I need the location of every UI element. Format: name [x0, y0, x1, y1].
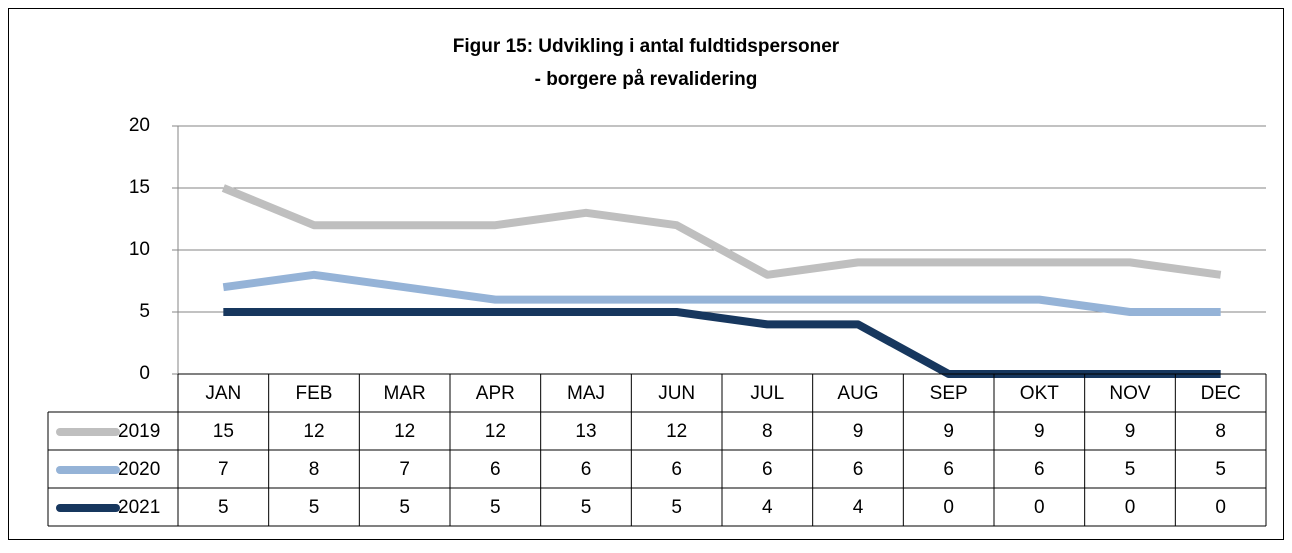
table-cell: 5: [671, 497, 682, 518]
table-cell: 5: [490, 497, 501, 518]
table-cell: 0: [943, 497, 954, 518]
y-tick-label: 15: [129, 177, 150, 198]
table-cell: 6: [490, 459, 501, 480]
table-cell: 6: [762, 459, 773, 480]
x-tick-label: MAR: [384, 383, 426, 404]
table-cell: 9: [1034, 421, 1045, 442]
series-line: [222, 270, 1221, 316]
chart-border: [8, 8, 1284, 540]
x-tick-label: OKT: [1020, 383, 1059, 404]
table-cell: 13: [575, 421, 596, 442]
table-cell: 15: [213, 421, 234, 442]
table-cell: 7: [399, 459, 410, 480]
table-cell: 0: [1215, 497, 1226, 518]
table-cell: 5: [1215, 459, 1226, 480]
x-tick-label: APR: [476, 383, 515, 404]
y-tick-label: 0: [139, 363, 150, 384]
table-cell: 5: [309, 497, 320, 518]
legend-label: 2021: [118, 497, 160, 518]
table-cell: 8: [1215, 421, 1226, 442]
table-cell: 12: [303, 421, 324, 442]
x-tick-label: JAN: [205, 383, 241, 404]
table-cell: 9: [943, 421, 954, 442]
x-tick-label: MAJ: [567, 383, 605, 404]
x-tick-label: JUL: [750, 383, 784, 404]
table-cell: 12: [394, 421, 415, 442]
x-tick-label: FEB: [296, 383, 333, 404]
x-tick-label: JUN: [658, 383, 695, 404]
table-cell: 6: [853, 459, 864, 480]
table-cell: 9: [1125, 421, 1136, 442]
table-cell: 4: [853, 497, 864, 518]
x-tick-label: SEP: [930, 383, 968, 404]
table-cell: 5: [581, 497, 592, 518]
table-cell: 6: [943, 459, 954, 480]
table-cell: 0: [1034, 497, 1045, 518]
table-cell: 7: [218, 459, 229, 480]
table-cell: 12: [666, 421, 687, 442]
table-cell: 0: [1125, 497, 1136, 518]
table-cell: 6: [671, 459, 682, 480]
x-tick-label: NOV: [1109, 383, 1151, 404]
table-cell: 6: [1034, 459, 1045, 480]
table-cell: 6: [581, 459, 592, 480]
y-tick-label: 5: [139, 301, 150, 322]
table-cell: 5: [218, 497, 229, 518]
series-line: [221, 184, 1222, 279]
x-tick-label: DEC: [1201, 383, 1241, 404]
x-tick-label: AUG: [837, 383, 878, 404]
legend-label: 2019: [118, 421, 160, 442]
y-tick-label: 10: [129, 239, 150, 260]
table-cell: 4: [762, 497, 773, 518]
table-cell: 12: [485, 421, 506, 442]
table-cell: 5: [399, 497, 410, 518]
table-cell: 8: [309, 459, 320, 480]
table-cell: 9: [853, 421, 864, 442]
chart-title: - borgere på revalidering: [535, 69, 758, 90]
table-cell: 5: [1125, 459, 1136, 480]
legend-label: 2020: [118, 459, 160, 480]
chart-title: Figur 15: Udvikling i antal fuldtidspers…: [453, 36, 840, 57]
table-cell: 8: [762, 421, 773, 442]
y-tick-label: 20: [129, 115, 150, 136]
